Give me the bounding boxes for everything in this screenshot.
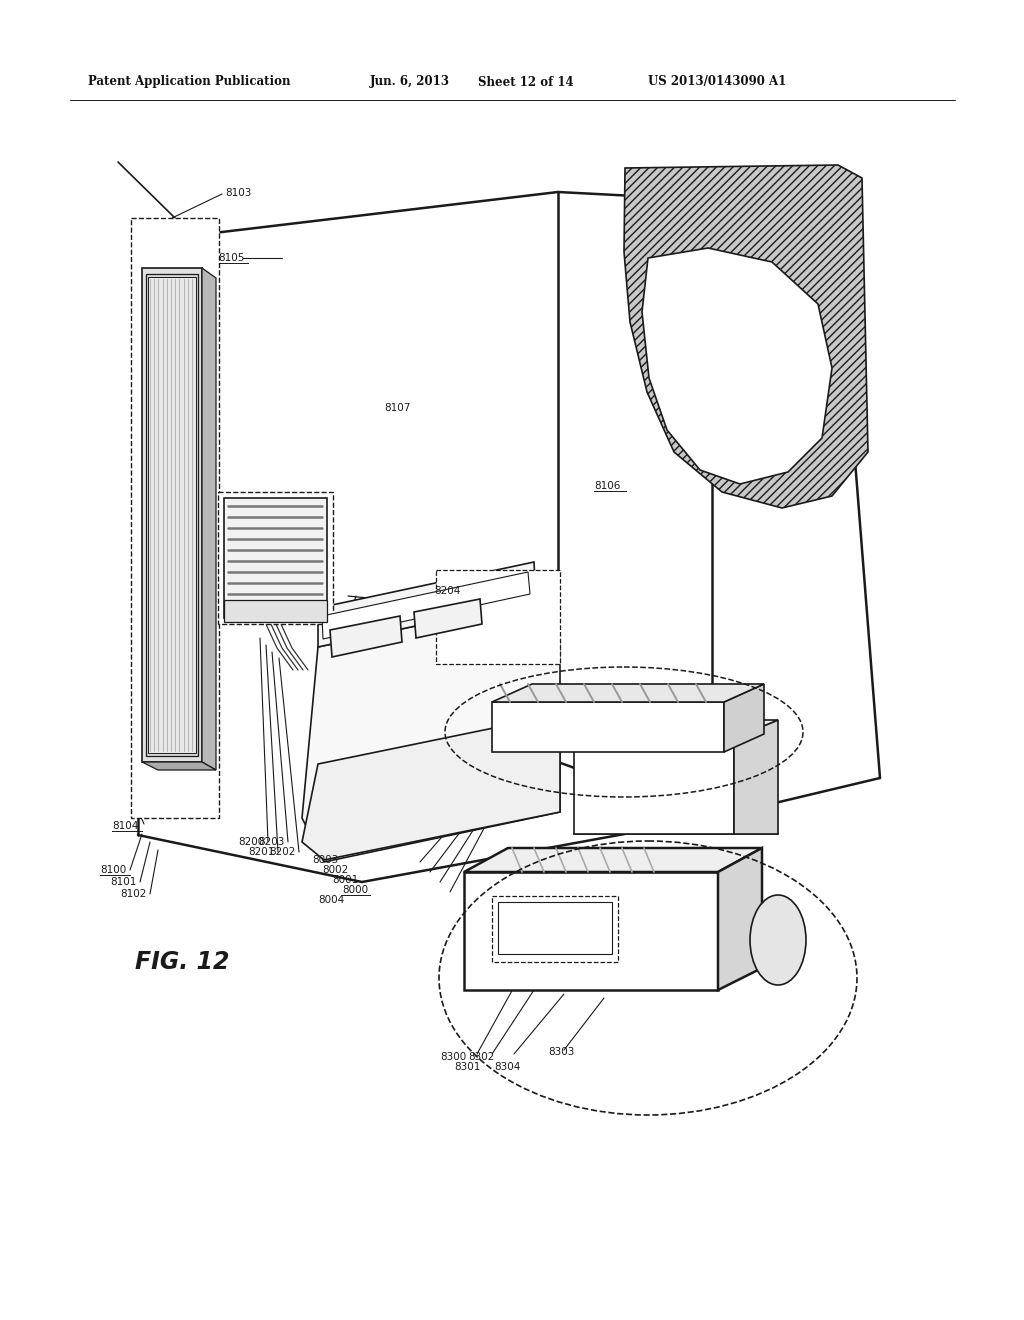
- Text: 8105: 8105: [218, 253, 245, 263]
- Text: 8103: 8103: [225, 187, 251, 198]
- Text: 8202: 8202: [269, 847, 295, 857]
- Polygon shape: [574, 719, 778, 738]
- Polygon shape: [642, 248, 831, 484]
- Polygon shape: [734, 719, 778, 834]
- Text: 8204: 8204: [434, 586, 461, 597]
- Text: Sheet 12 of 14: Sheet 12 of 14: [478, 75, 573, 88]
- Polygon shape: [322, 572, 530, 639]
- Polygon shape: [142, 762, 216, 770]
- Text: 8104: 8104: [112, 821, 138, 832]
- Polygon shape: [330, 616, 402, 657]
- Text: 8200: 8200: [238, 837, 264, 847]
- Text: 8301: 8301: [454, 1063, 480, 1072]
- Polygon shape: [142, 268, 202, 762]
- Text: 8303: 8303: [548, 1047, 574, 1057]
- Polygon shape: [718, 847, 762, 990]
- Bar: [492, 702, 724, 752]
- Polygon shape: [724, 684, 764, 752]
- Text: 8201: 8201: [248, 847, 274, 857]
- Bar: [498, 902, 612, 954]
- Bar: [146, 275, 198, 756]
- Bar: [148, 277, 196, 752]
- Text: 8000: 8000: [342, 884, 368, 895]
- Text: 8001: 8001: [332, 875, 358, 884]
- Bar: [464, 873, 718, 990]
- Text: Jun. 6, 2013: Jun. 6, 2013: [370, 75, 450, 88]
- Ellipse shape: [750, 895, 806, 985]
- Polygon shape: [492, 684, 764, 702]
- Bar: [492, 896, 618, 962]
- Text: 8004: 8004: [318, 895, 344, 906]
- Polygon shape: [302, 715, 560, 861]
- Polygon shape: [318, 562, 536, 647]
- Text: 8100: 8100: [100, 865, 126, 875]
- Polygon shape: [202, 268, 216, 770]
- Bar: [574, 738, 734, 834]
- Text: 8101: 8101: [110, 876, 136, 887]
- Text: 8304: 8304: [494, 1063, 520, 1072]
- Text: FIG. 12: FIG. 12: [135, 950, 229, 974]
- Bar: [224, 498, 327, 618]
- Polygon shape: [414, 599, 482, 638]
- Bar: [218, 492, 333, 624]
- Text: Patent Application Publication: Patent Application Publication: [88, 75, 291, 88]
- Text: 8106: 8106: [594, 480, 621, 491]
- Bar: [131, 218, 219, 818]
- Text: 8107: 8107: [384, 403, 411, 413]
- Text: 8300: 8300: [440, 1052, 466, 1063]
- Text: 8102: 8102: [120, 888, 146, 899]
- Polygon shape: [302, 601, 560, 862]
- Polygon shape: [624, 165, 868, 508]
- Text: 8203: 8203: [258, 837, 285, 847]
- Bar: [436, 570, 560, 664]
- Polygon shape: [464, 847, 762, 873]
- Text: US 2013/0143090 A1: US 2013/0143090 A1: [648, 75, 786, 88]
- Text: 8003: 8003: [312, 855, 338, 865]
- Bar: [224, 601, 327, 622]
- Text: 8302: 8302: [468, 1052, 495, 1063]
- Text: 8002: 8002: [322, 865, 348, 875]
